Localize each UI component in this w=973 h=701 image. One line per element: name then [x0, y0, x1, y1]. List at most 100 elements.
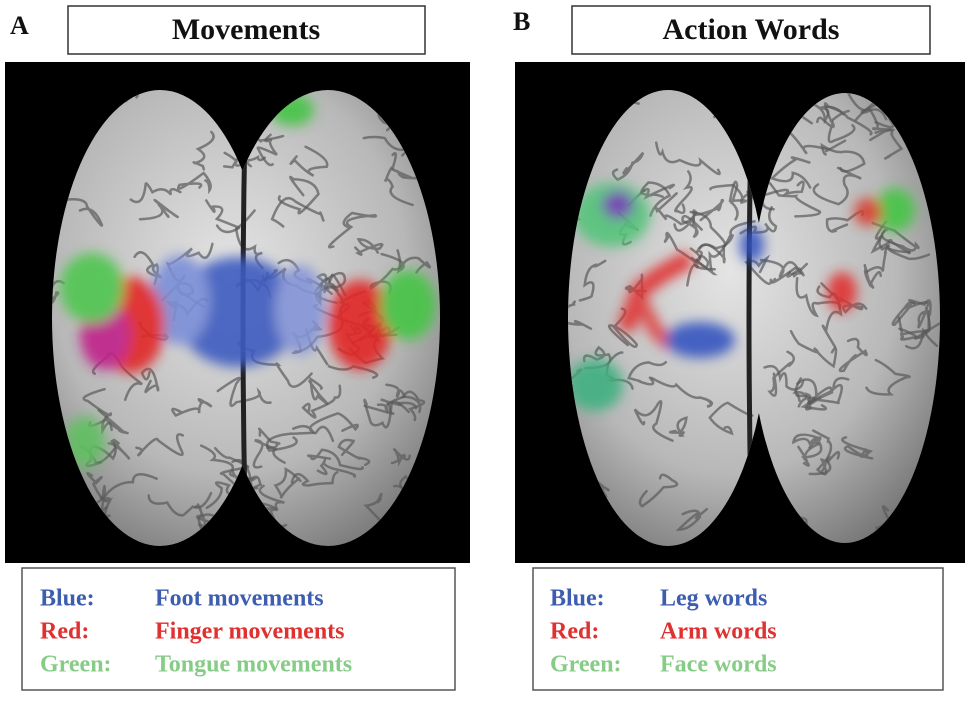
sulcus	[216, 376, 272, 408]
sulcus	[265, 425, 335, 452]
sulcus	[767, 350, 796, 397]
sulcus	[289, 145, 329, 177]
sulcus	[654, 141, 721, 176]
sulcus	[627, 181, 672, 217]
legend-box	[532, 567, 944, 691]
panel-letter: B	[513, 7, 530, 36]
sulcus	[816, 116, 856, 144]
sulcus	[762, 176, 822, 218]
sulcus	[663, 231, 702, 263]
sulcus	[135, 433, 185, 457]
sulcus	[256, 133, 278, 167]
sulcus	[316, 457, 357, 478]
sulcus	[689, 210, 727, 264]
legend-label: Red:	[40, 619, 89, 645]
sulcus	[650, 376, 714, 408]
sulcus	[270, 197, 325, 228]
sulcus	[692, 198, 725, 226]
sulcus	[363, 398, 418, 415]
sulcus	[204, 199, 241, 234]
title-box	[67, 5, 426, 55]
sulcus	[301, 384, 342, 419]
sulcus	[769, 156, 812, 189]
sulcus	[273, 467, 302, 499]
sulcus	[690, 220, 756, 276]
sulcus	[277, 175, 320, 215]
sulcus	[789, 329, 838, 369]
sulcus	[791, 433, 822, 449]
sulcus	[383, 152, 414, 207]
sulcus	[52, 280, 65, 308]
panel-letter: A	[10, 11, 29, 40]
sulcus	[99, 484, 111, 516]
sulcus	[292, 412, 359, 435]
legend-label: Green:	[550, 652, 622, 678]
legend-label: Blue:	[550, 586, 605, 612]
sulcus	[907, 299, 939, 348]
sulcus	[611, 151, 645, 182]
sulcus	[627, 360, 668, 386]
sulcus	[812, 166, 862, 206]
sulcus	[686, 255, 710, 287]
sulcus	[870, 220, 911, 255]
sulcus	[865, 358, 911, 396]
sulcus	[838, 337, 868, 373]
sulcus	[668, 416, 688, 437]
sulcus	[376, 383, 407, 413]
sulcus	[823, 102, 873, 136]
sulcus	[568, 300, 593, 330]
sulcus	[578, 259, 607, 302]
sulcus	[674, 170, 693, 215]
sulcus	[797, 441, 823, 467]
sulcus	[815, 451, 841, 476]
sulcus	[759, 258, 805, 278]
legend-box	[21, 567, 456, 691]
sulcus	[816, 285, 843, 348]
sulcus	[380, 252, 432, 274]
sulcus	[328, 211, 378, 249]
sulcus	[252, 439, 286, 469]
panel-title: Movements	[172, 13, 320, 46]
sulcus	[898, 320, 940, 340]
sulcus	[400, 390, 426, 422]
brain-image	[52, 90, 440, 546]
sulcus	[820, 142, 866, 173]
legend-text: Tongue movements	[155, 652, 352, 678]
sulcus	[140, 367, 160, 394]
legend-text: Face words	[660, 652, 777, 678]
sulcus	[655, 192, 698, 226]
panel-title: Action Words	[663, 13, 840, 46]
sulcus	[708, 401, 754, 436]
sulcus	[633, 399, 674, 442]
sulcus	[306, 448, 364, 471]
legend-text: Leg words	[660, 586, 767, 612]
sulcus	[794, 377, 828, 411]
sulcus	[878, 229, 931, 261]
legend-label: Blue:	[40, 586, 95, 612]
sulcus	[869, 128, 904, 160]
sulcus	[763, 364, 805, 391]
sulcus	[638, 473, 679, 508]
sulcus	[290, 471, 339, 487]
legend-text: Arm words	[660, 619, 777, 645]
sulcus	[257, 427, 281, 450]
sulcus	[354, 238, 384, 256]
sulcus	[177, 171, 212, 195]
sulcus	[171, 398, 213, 418]
sulcus	[138, 198, 179, 221]
sulcus	[304, 328, 379, 379]
title-box	[571, 5, 931, 55]
sulcus	[808, 429, 833, 476]
sulcus	[86, 471, 114, 518]
legend-text: Finger movements	[155, 619, 345, 645]
sulcus	[129, 182, 182, 204]
sulcus	[848, 90, 880, 122]
legend-label: Green:	[40, 652, 112, 678]
sulcus	[845, 90, 895, 134]
sulcus	[390, 447, 411, 467]
sulcus	[673, 214, 703, 239]
sulcus	[739, 206, 778, 235]
sulcus	[308, 376, 329, 405]
sulcus	[192, 130, 215, 171]
